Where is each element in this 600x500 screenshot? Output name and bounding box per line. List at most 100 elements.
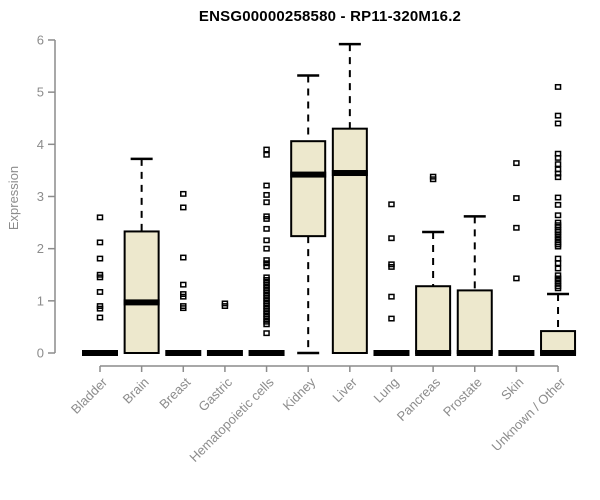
outlier-point: [263, 237, 270, 244]
outlier-point: [96, 289, 104, 295]
boxplot-brain: [123, 157, 160, 354]
median-line: [165, 350, 202, 356]
outlier-point: [263, 151, 270, 158]
x-tick-label: Breast: [156, 374, 193, 411]
y-axis: 0 1 2 3 4 5 6: [37, 32, 56, 361]
boxplot-pancreas: [415, 173, 452, 356]
outlier-point: [554, 219, 562, 226]
x-tick-label: Gastric: [195, 374, 235, 414]
outlier-point: [263, 274, 270, 281]
x-tick-label: Kidney: [280, 374, 319, 413]
outlier-point: [554, 150, 562, 157]
boxplot-prostate: [456, 215, 493, 356]
outlier-point: [180, 190, 187, 197]
outlier-point: [263, 257, 270, 264]
outlier-point: [554, 201, 562, 208]
outlier-point: [554, 161, 562, 168]
outlier-point: [554, 194, 562, 201]
outlier-point: [263, 213, 270, 220]
outlier-point: [96, 303, 104, 309]
outlier-point: [513, 195, 520, 202]
outlier-point: [180, 254, 187, 261]
boxplot-kidney: [290, 74, 327, 355]
outlier-point: [554, 275, 562, 282]
median-line: [498, 350, 535, 356]
outlier-point: [96, 239, 104, 246]
y-tick-label: 3: [37, 189, 44, 204]
outlier-point: [554, 212, 562, 219]
outlier-point: [388, 235, 395, 242]
median-line: [248, 350, 285, 356]
boxplot-unknown-other: [540, 83, 577, 356]
outlier-point: [554, 112, 562, 119]
median-line: [373, 350, 410, 356]
outlier-point: [263, 191, 270, 198]
box: [540, 330, 577, 354]
outlier-point: [263, 260, 270, 267]
box: [123, 230, 160, 354]
outlier-point: [554, 265, 562, 272]
outlier-point: [221, 300, 229, 307]
outlier-point: [388, 293, 395, 300]
outlier-point: [180, 303, 187, 309]
y-tick-label: 2: [37, 241, 44, 256]
median-line: [123, 299, 160, 306]
median-line: [415, 350, 452, 356]
x-tick-label: Unknown / Other: [489, 374, 569, 454]
median-line: [331, 170, 368, 177]
outlier-point: [554, 260, 562, 267]
outlier-point: [429, 173, 437, 180]
boxplot-liver: [331, 42, 368, 354]
outlier-point: [263, 330, 270, 337]
outlier-point: [96, 214, 104, 221]
boxplot-lung: [373, 201, 410, 356]
outlier-point: [263, 182, 270, 189]
outlier-point: [180, 281, 187, 288]
boxplot-gastric: [206, 300, 243, 356]
x-tick-label: Lung: [371, 375, 402, 406]
median-line: [82, 350, 118, 356]
outlier-point: [96, 255, 104, 262]
outlier-point: [263, 225, 270, 232]
outlier-point: [263, 146, 270, 153]
boxplot-skin: [498, 160, 535, 356]
outlier-point: [513, 275, 520, 282]
outlier-point: [554, 83, 562, 90]
chart-title: ENSG00000258580 - RP11-320M16.2: [198, 8, 462, 25]
outlier-point: [388, 201, 395, 208]
x-tick-label: Brain: [120, 375, 152, 407]
box: [331, 127, 368, 354]
x-tick-label: Prostate: [440, 375, 485, 420]
box: [415, 285, 452, 355]
box: [290, 140, 327, 238]
outlier-point: [96, 314, 104, 321]
outlier-point: [263, 245, 270, 252]
median-line: [290, 171, 327, 178]
y-tick-label: 4: [37, 137, 44, 152]
x-tick-label: Bladder: [68, 374, 111, 417]
y-tick-label: 0: [37, 346, 44, 361]
outlier-point: [388, 315, 395, 322]
outlier-point: [180, 204, 187, 211]
x-tick-label: Pancreas: [394, 374, 444, 424]
y-tick-label: 6: [37, 32, 44, 47]
median-line: [206, 350, 243, 356]
x-tick-label: Liver: [329, 374, 360, 405]
y-tick-label: 5: [37, 85, 44, 100]
outlier-point: [263, 199, 270, 206]
boxplot-hematopoietic-cells: [248, 146, 285, 356]
outlier-point: [263, 263, 270, 270]
outlier-point: [513, 224, 520, 231]
median-line: [456, 350, 493, 356]
outlier-point: [554, 120, 562, 127]
y-axis-label: Expression: [6, 165, 21, 231]
outlier-point: [554, 255, 562, 262]
outlier-point: [388, 261, 395, 268]
outlier-point: [554, 272, 562, 279]
outlier-point: [554, 166, 562, 173]
outlier-point: [96, 271, 104, 278]
box: [456, 289, 493, 354]
